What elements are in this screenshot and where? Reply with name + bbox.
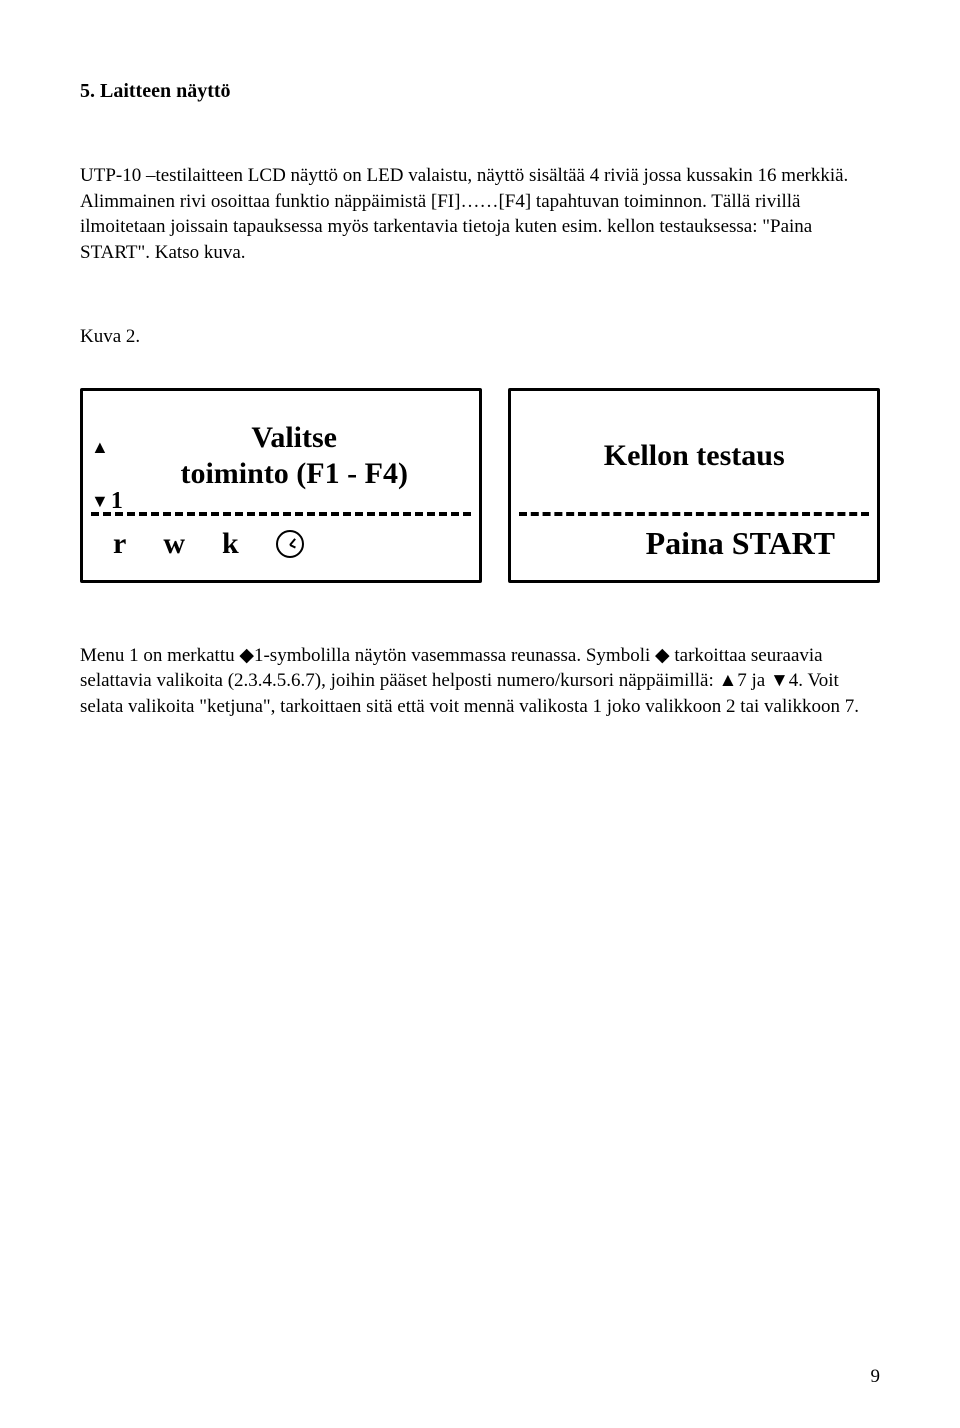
lcd-left-bottom-row: r w k bbox=[101, 516, 461, 572]
lcd-panel-right: Kellon testaus Paina START bbox=[508, 388, 880, 583]
page-number: 9 bbox=[871, 1366, 881, 1388]
fkey-label-k: k bbox=[222, 527, 240, 561]
figure-caption: Kuva 2. bbox=[80, 326, 880, 348]
fkey-label-w: w bbox=[163, 527, 186, 561]
lcd-right-bottom-text: Paina START bbox=[529, 516, 859, 572]
clock-icon bbox=[276, 530, 304, 558]
lcd-panel-left: ▲ ▼ 1 Valitse toiminto (F1 - F4) r w k bbox=[80, 388, 482, 583]
lcd-left-top-text: Valitse toiminto (F1 - F4) bbox=[101, 401, 461, 512]
lcd-right-top-text: Kellon testaus bbox=[529, 401, 859, 512]
paragraph-2: Menu 1 on merkattu ◆1-symbolilla näytön … bbox=[80, 643, 880, 720]
figure-kuva-2: ▲ ▼ 1 Valitse toiminto (F1 - F4) r w k bbox=[80, 388, 880, 583]
paragraph-1: UTP-10 –testilaitteen LCD näyttö on LED … bbox=[80, 163, 880, 266]
section-heading: 5. Laitteen näyttö bbox=[80, 80, 880, 103]
